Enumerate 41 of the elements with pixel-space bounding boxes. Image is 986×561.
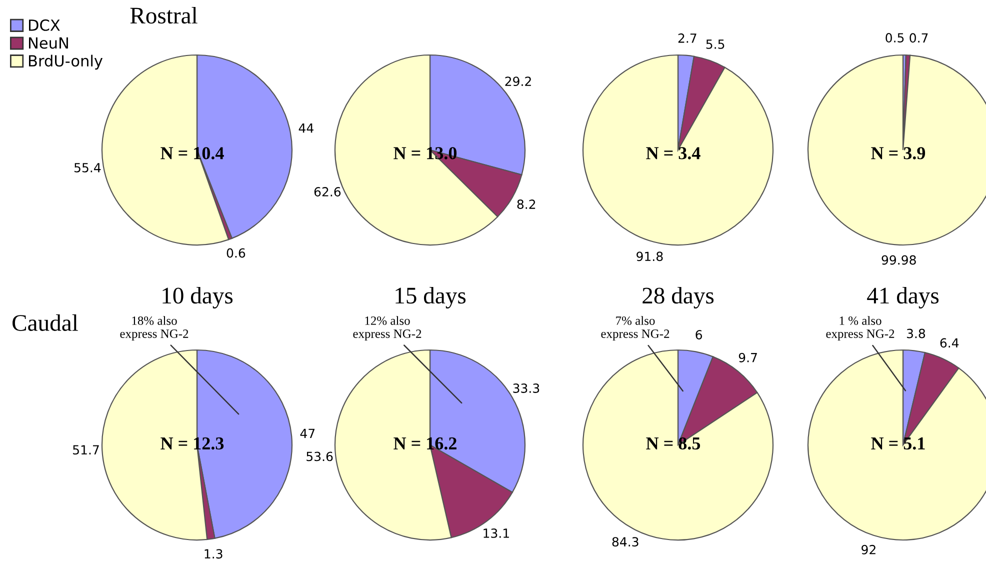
chart-title: 10 days — [162, 287, 233, 308]
text: N = 3.4 — [646, 147, 700, 160]
text: 1 % also express NG-2 — [826, 316, 894, 340]
data-label: 3.8 — [906, 328, 926, 338]
text: N = 5.1 — [871, 437, 925, 450]
data-label: 92 — [862, 544, 876, 554]
data-label: 55.4 — [74, 163, 101, 172]
chart-title: 15 days — [396, 287, 466, 308]
data-label: 29.2 — [505, 76, 531, 86]
text: 18% also express NG-2 — [120, 316, 188, 340]
data-label: 33.3 — [513, 383, 540, 393]
data-label: 0.7 — [910, 33, 928, 43]
legend-label: DCX — [29, 19, 60, 31]
data-label: 99.98 — [882, 255, 916, 265]
data-label: 44 — [298, 124, 314, 133]
legend-label: NeuN — [29, 37, 68, 49]
data-label: 6.4 — [940, 338, 959, 348]
chart-title: 41 days — [867, 287, 939, 308]
text: N = 3.9 — [871, 147, 926, 160]
legend-label: BrdU-only — [29, 54, 103, 70]
chart-title: 28 days — [642, 287, 714, 308]
data-label: 1.3 — [204, 549, 222, 559]
data-label: 51.7 — [73, 445, 99, 455]
data-label: 47 — [300, 428, 315, 438]
data-label: 8.2 — [517, 200, 536, 209]
text: Caudal — [12, 314, 78, 331]
data-label: 9.7 — [738, 352, 757, 362]
data-label: 13.1 — [484, 528, 509, 538]
chart-title: Rostral — [130, 6, 198, 24]
data-label: 53.6 — [306, 452, 333, 462]
data-label: 0.6 — [226, 248, 246, 258]
text: N = 8.5 — [646, 437, 700, 450]
data-label: 84.3 — [612, 537, 638, 547]
data-label: 91.8 — [636, 252, 663, 262]
data-label: 5.5 — [706, 40, 724, 49]
data-label: 0.5 — [886, 33, 904, 42]
text: 12% also express NG-2 — [353, 316, 422, 340]
data-label: 6 — [696, 330, 702, 340]
text: 7% also express NG-2 — [601, 316, 670, 340]
data-label: 2.7 — [678, 33, 696, 43]
data-label: 62.6 — [314, 187, 341, 196]
